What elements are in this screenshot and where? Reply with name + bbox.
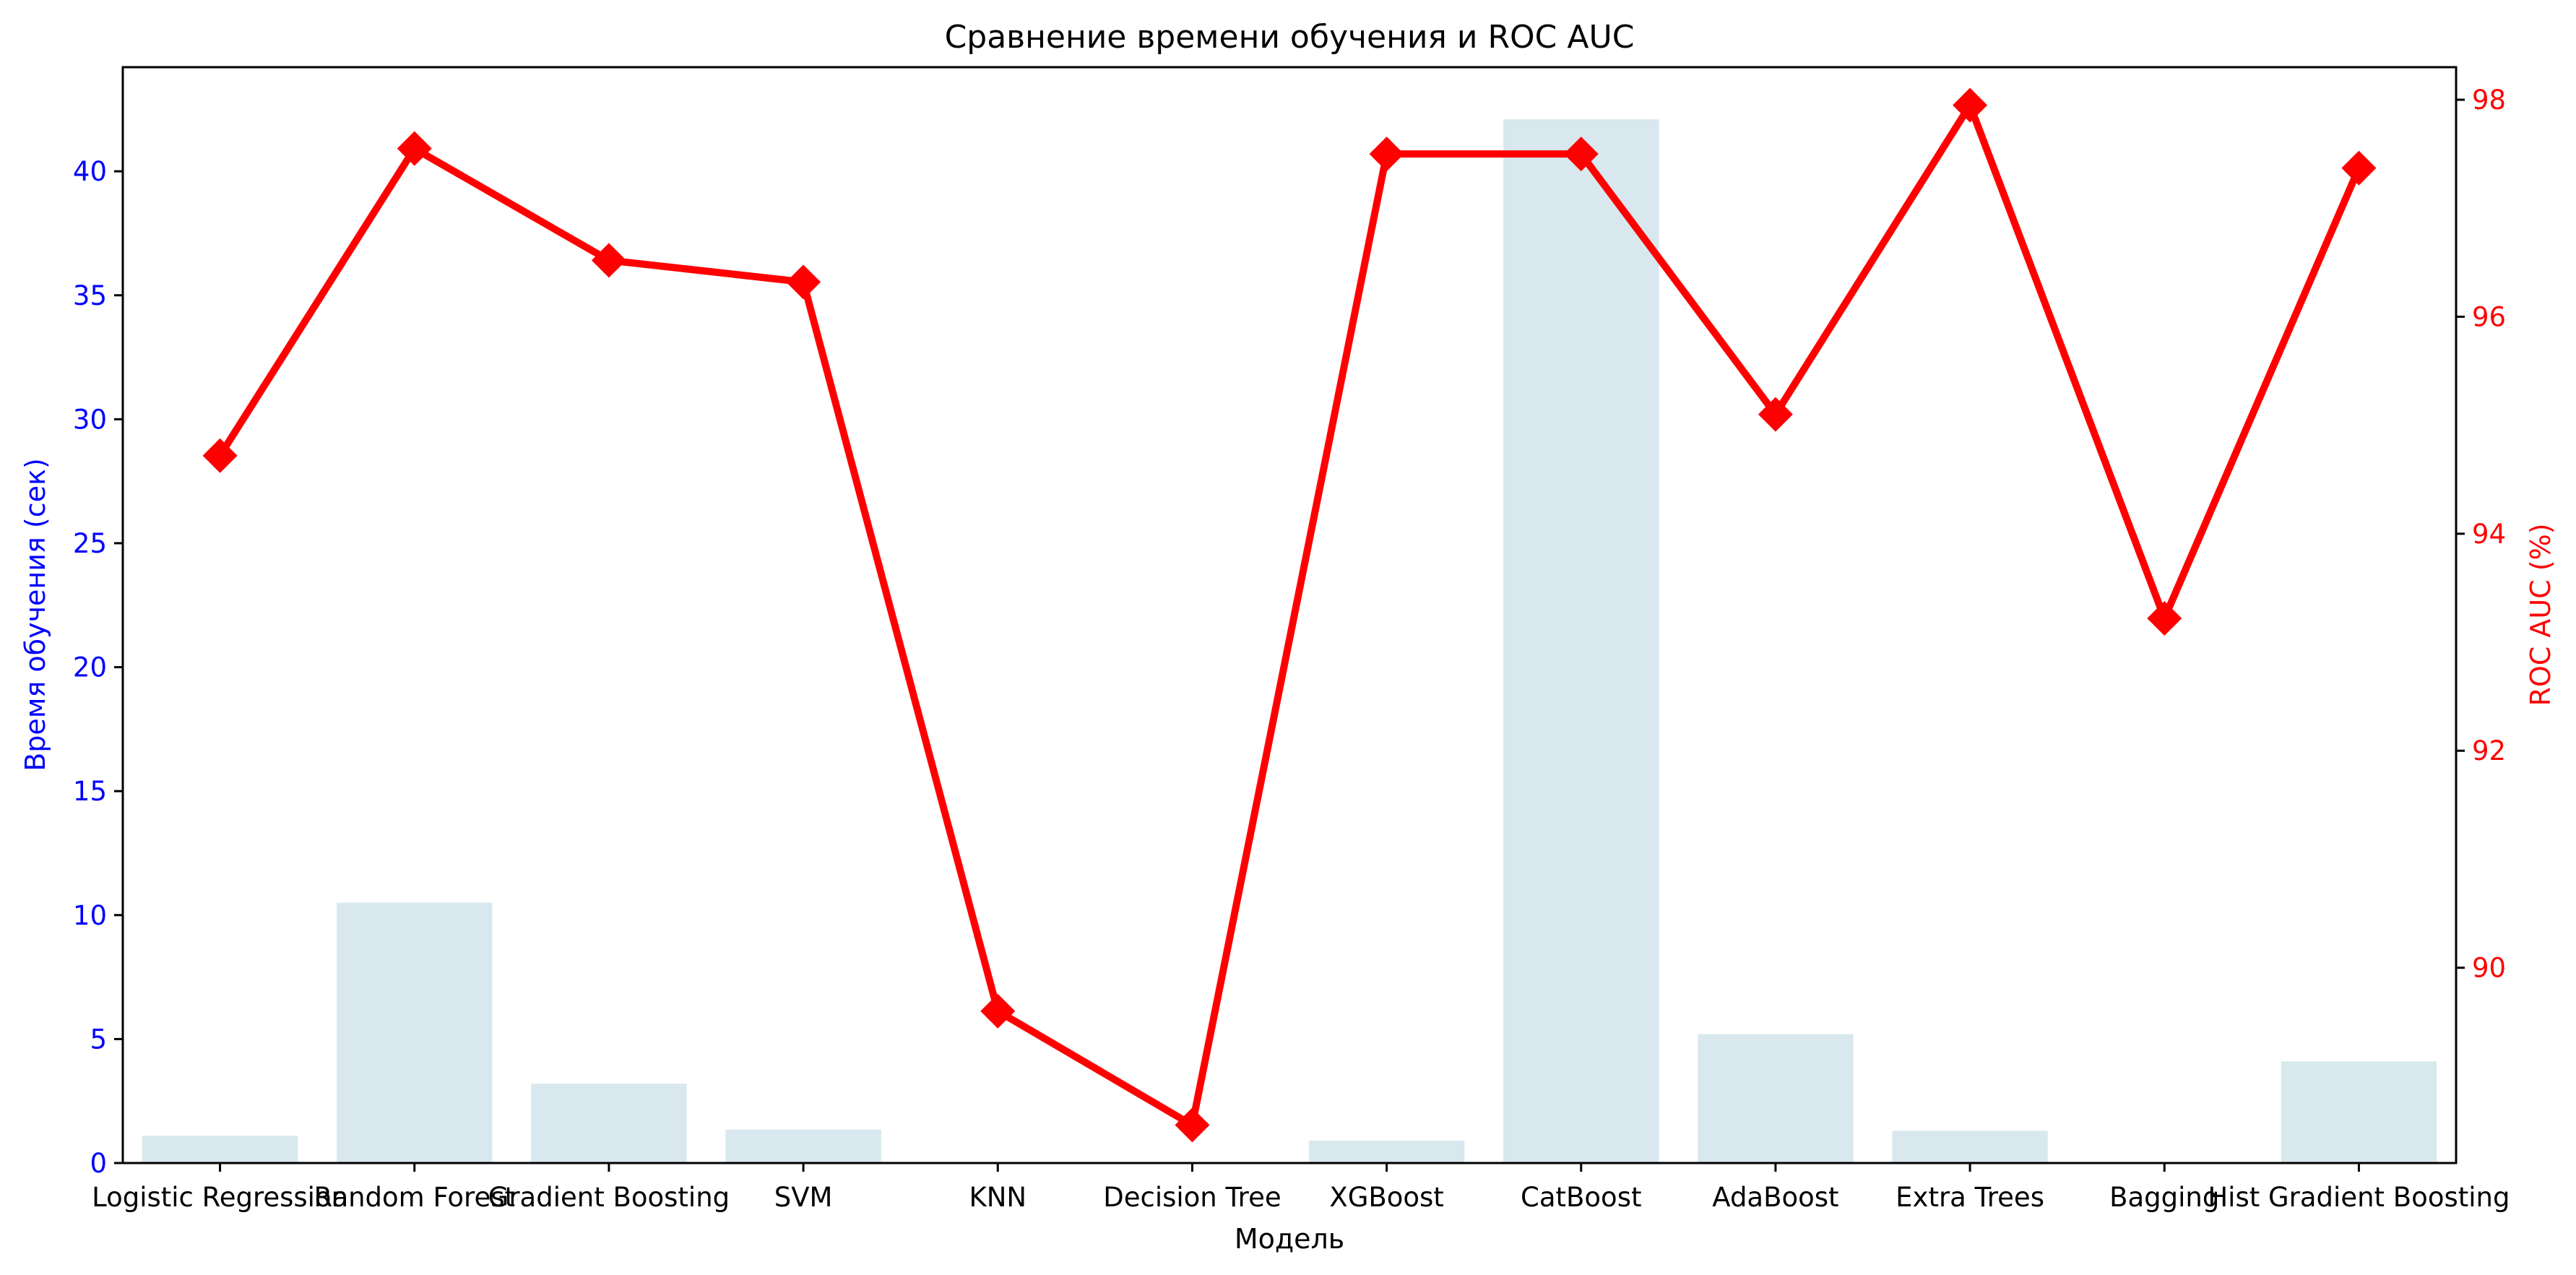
x-tick-label: XGBoost <box>1329 1182 1443 1213</box>
left-tick-label: 10 <box>73 900 107 931</box>
roc-auc-series <box>202 87 2377 1143</box>
x-tick-label: Hist Gradient Boosting <box>2208 1182 2510 1213</box>
roc-auc-marker <box>397 131 432 166</box>
left-tick-label: 20 <box>73 652 107 683</box>
bar <box>531 1084 687 1163</box>
x-tick-label: SVM <box>774 1182 833 1213</box>
left-y-axis-title: Время обучения (сек) <box>20 458 51 772</box>
bar <box>337 902 493 1163</box>
x-tick-label: Decision Tree <box>1103 1182 1281 1213</box>
roc-auc-marker <box>980 993 1016 1029</box>
roc-auc-marker <box>1953 87 1988 123</box>
bar <box>142 1136 298 1163</box>
right-tick-label: 94 <box>2472 519 2506 550</box>
roc-auc-line <box>217 101 2363 1129</box>
bar <box>1698 1034 1854 1163</box>
roc-auc-marker <box>1758 397 1793 432</box>
roc-auc-marker <box>1369 137 1404 172</box>
x-tick-label: Random Forest <box>314 1182 516 1213</box>
x-tick-label: KNN <box>969 1182 1026 1213</box>
left-tick-label: 25 <box>73 528 107 559</box>
chart-title: Сравнение времени обучения и ROC AUC <box>945 19 1635 56</box>
x-tick-label: Logistic Regression <box>92 1182 348 1213</box>
left-tick-label: 30 <box>73 404 107 435</box>
left-tick-label: 35 <box>73 280 107 311</box>
left-y-axis: 0 5 10 15 20 25 30 35 40 <box>73 156 123 1179</box>
bar <box>1892 1131 2048 1163</box>
bar <box>1308 1141 1465 1163</box>
x-tick-label: AdaBoost <box>1712 1182 1838 1213</box>
bar <box>1503 119 1659 1163</box>
x-tick-label: Bagging <box>2109 1182 2219 1213</box>
left-tick-label: 40 <box>73 156 107 187</box>
bar <box>2281 1061 2437 1163</box>
right-y-axis-title: ROC AUC (%) <box>2525 523 2556 706</box>
x-tick-label: CatBoost <box>1521 1182 1641 1213</box>
roc-auc-marker <box>2341 150 2377 186</box>
x-tick-label: Extra Trees <box>1896 1182 2044 1213</box>
left-tick-label: 15 <box>73 776 107 807</box>
right-tick-label: 90 <box>2472 953 2506 984</box>
x-tick-label: Gradient Boosting <box>488 1182 730 1213</box>
right-tick-label: 96 <box>2472 301 2506 332</box>
left-tick-label: 5 <box>90 1024 107 1055</box>
right-y-axis: 90 92 94 96 98 <box>2456 85 2506 984</box>
roc-auc-marker <box>1563 137 1599 172</box>
roc-auc-marker <box>786 264 821 300</box>
roc-auc-marker <box>591 243 626 278</box>
roc-auc-marker <box>202 438 238 473</box>
right-tick-label: 92 <box>2472 735 2506 766</box>
x-axis-title: Модель <box>1235 1223 1344 1255</box>
bar-series <box>142 119 2437 1163</box>
right-tick-label: 98 <box>2472 85 2506 116</box>
bar <box>725 1129 881 1163</box>
roc-auc-marker <box>1175 1107 1210 1143</box>
left-tick-label: 0 <box>90 1148 107 1179</box>
plot-frame <box>121 66 2458 1164</box>
roc-auc-marker <box>2147 601 2182 636</box>
